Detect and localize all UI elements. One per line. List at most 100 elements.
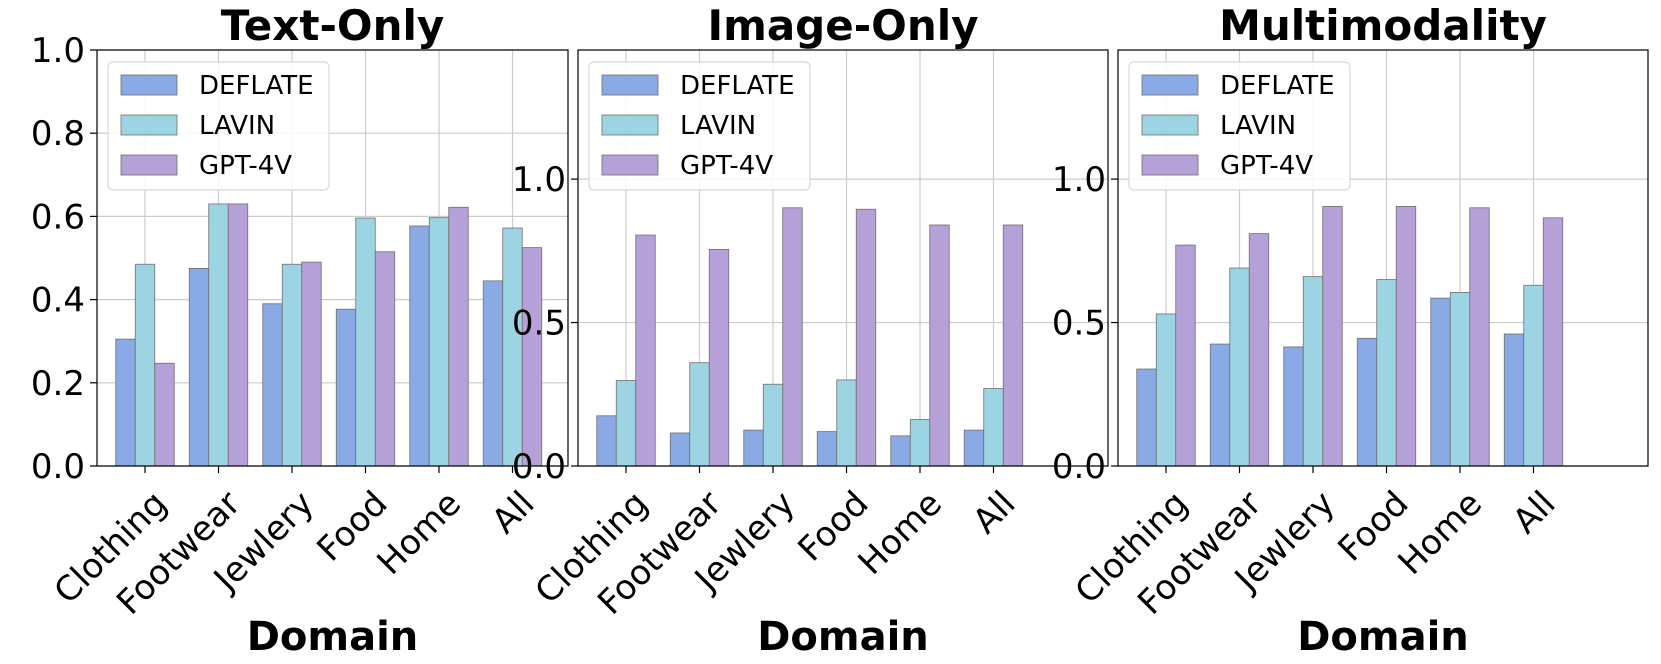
legend-label: LAVIN bbox=[1220, 111, 1296, 141]
bar-gpt-4v-jewlery bbox=[782, 207, 803, 467]
chart-panel-2: 0.00.51.0ClothingFootwearJewleryFoodHome… bbox=[512, 1, 1109, 660]
bar-gpt-4v-jewlery bbox=[1322, 205, 1343, 467]
panel-title: Multimodality bbox=[1219, 1, 1547, 50]
legend-label: LAVIN bbox=[199, 111, 275, 141]
legend-swatch bbox=[601, 74, 659, 96]
bar-deflate-footwear bbox=[669, 432, 691, 467]
y-tick-label: 0.6 bbox=[31, 197, 85, 237]
legend-swatch bbox=[1141, 114, 1199, 136]
bar-lavin-jewlery bbox=[1302, 276, 1324, 467]
panel-title: Text-Only bbox=[221, 1, 445, 50]
bar-lavin-all bbox=[502, 227, 523, 467]
y-tick-label: 1.0 bbox=[512, 160, 566, 200]
bar-gpt-4v-food bbox=[374, 251, 396, 467]
x-tick-label: Home bbox=[1391, 484, 1490, 583]
legend-swatch bbox=[1141, 154, 1199, 176]
bar-lavin-jewlery bbox=[762, 383, 784, 467]
x-tick-label: All bbox=[965, 484, 1023, 542]
legend-label: DEFLATE bbox=[1220, 71, 1335, 101]
y-tick-label: 0.5 bbox=[512, 304, 566, 344]
bar-gpt-4v-food bbox=[1395, 205, 1417, 467]
bar-lavin-food bbox=[355, 217, 376, 467]
y-tick-label: 0.0 bbox=[31, 447, 85, 487]
bar-gpt-4v-clothing bbox=[1175, 244, 1196, 467]
legend: DEFLATE LAVIN GPT-4V bbox=[588, 61, 811, 191]
bar-deflate-all bbox=[963, 429, 985, 467]
legend-label: DEFLATE bbox=[199, 71, 314, 101]
y-tick-label: 0.0 bbox=[1052, 447, 1106, 487]
x-axis-label: Domain bbox=[1297, 614, 1469, 660]
axes-frame bbox=[96, 49, 569, 467]
bar-deflate-food bbox=[1356, 337, 1378, 467]
bar-deflate-footwear bbox=[188, 267, 210, 467]
bar-deflate-food bbox=[335, 308, 357, 467]
panel-title: Image-Only bbox=[707, 1, 978, 50]
bar-gpt-4v-home bbox=[448, 206, 469, 467]
bar-lavin-home bbox=[1449, 292, 1471, 467]
y-tick-label: 0.4 bbox=[31, 281, 85, 321]
y-tick-label: 0.5 bbox=[1052, 304, 1106, 344]
bar-lavin-food bbox=[1376, 279, 1397, 467]
legend-swatch bbox=[120, 154, 178, 176]
bar-deflate-clothing bbox=[1136, 368, 1157, 467]
axes-frame bbox=[577, 49, 1109, 467]
bar-gpt-4v-all bbox=[1002, 224, 1024, 467]
bar-deflate-clothing bbox=[596, 415, 617, 467]
x-axis-label: Domain bbox=[757, 614, 929, 660]
bar-deflate-home bbox=[890, 435, 911, 467]
x-tick-label: All bbox=[1505, 484, 1563, 542]
legend: DEFLATE LAVIN GPT-4V bbox=[1128, 61, 1351, 191]
bar-deflate-home bbox=[409, 225, 430, 467]
x-tick-label: Home bbox=[851, 484, 950, 583]
legend: DEFLATE LAVIN GPT-4V bbox=[107, 61, 330, 191]
bar-gpt-4v-home bbox=[929, 224, 950, 467]
axes-frame bbox=[1117, 49, 1649, 467]
bar-gpt-4v-clothing bbox=[154, 362, 175, 467]
bar-gpt-4v-footwear bbox=[1248, 233, 1270, 467]
bar-gpt-4v-footwear bbox=[708, 248, 730, 467]
bar-lavin-home bbox=[428, 217, 450, 467]
legend-label: GPT-4V bbox=[680, 151, 773, 181]
legend-label: GPT-4V bbox=[199, 151, 292, 181]
bar-lavin-food bbox=[836, 379, 857, 467]
legend-label: DEFLATE bbox=[680, 71, 795, 101]
legend-swatch bbox=[120, 114, 178, 136]
bar-lavin-clothing bbox=[1155, 313, 1177, 467]
bar-lavin-jewlery bbox=[281, 263, 303, 467]
bar-deflate-footwear bbox=[1209, 343, 1231, 467]
bar-gpt-4v-footwear bbox=[227, 203, 249, 467]
bar-deflate-all bbox=[1503, 333, 1525, 467]
y-tick-label: 1.0 bbox=[1052, 160, 1106, 200]
bar-gpt-4v-all bbox=[1542, 217, 1564, 467]
bar-lavin-home bbox=[909, 419, 931, 467]
bar-lavin-clothing bbox=[134, 263, 156, 467]
y-tick-label: 1.0 bbox=[31, 31, 85, 71]
bar-deflate-jewlery bbox=[743, 429, 764, 467]
bar-gpt-4v-all bbox=[521, 247, 543, 467]
bar-gpt-4v-home bbox=[1469, 207, 1490, 467]
chart-panel-1: 0.00.20.40.60.81.0ClothingFootwearJewler… bbox=[31, 1, 569, 660]
legend-swatch bbox=[601, 154, 659, 176]
y-tick-label: 0.2 bbox=[31, 364, 85, 404]
bar-deflate-jewlery bbox=[1283, 346, 1304, 467]
bar-lavin-clothing bbox=[615, 380, 637, 467]
y-tick-label: 0.0 bbox=[512, 447, 566, 487]
bar-gpt-4v-food bbox=[855, 208, 877, 467]
chart-panel-3: 0.00.51.0ClothingFootwearJewleryFoodHome… bbox=[1052, 1, 1649, 660]
legend-label: GPT-4V bbox=[1220, 151, 1313, 181]
legend-swatch bbox=[120, 74, 178, 96]
bar-deflate-all bbox=[482, 280, 504, 467]
y-tick-label: 0.8 bbox=[31, 114, 85, 154]
bar-deflate-clothing bbox=[115, 338, 136, 467]
legend-swatch bbox=[601, 114, 659, 136]
x-tick-label: Home bbox=[370, 484, 469, 583]
legend-label: LAVIN bbox=[680, 111, 756, 141]
x-tick-label: All bbox=[484, 484, 542, 542]
legend-swatch bbox=[1141, 74, 1199, 96]
bar-deflate-home bbox=[1430, 297, 1451, 467]
bar-deflate-food bbox=[816, 431, 838, 467]
bar-lavin-all bbox=[983, 388, 1004, 467]
bar-lavin-all bbox=[1523, 284, 1544, 467]
bar-gpt-4v-clothing bbox=[635, 234, 656, 467]
